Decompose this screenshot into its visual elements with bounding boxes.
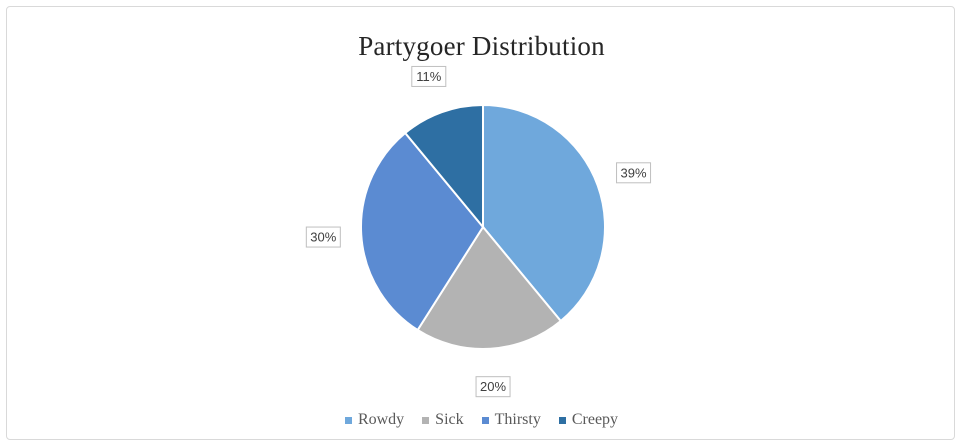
legend-label: Thirsty xyxy=(494,411,541,428)
legend-swatch xyxy=(344,416,352,424)
svg-text:39%: 39% xyxy=(621,165,647,180)
legend-swatch xyxy=(558,416,566,424)
data-label-thirsty: 30% xyxy=(305,226,341,248)
svg-text:20%: 20% xyxy=(480,379,506,394)
legend-swatch xyxy=(481,416,489,424)
data-labels: 39% 20% 30% 11% xyxy=(305,65,652,398)
pie-slice-sick xyxy=(416,225,563,350)
chart-title: Partygoer Distribution xyxy=(358,31,605,61)
data-label-sick: 20% xyxy=(475,376,511,398)
legend-label: Creepy xyxy=(571,411,619,428)
pie-slice-rowdy xyxy=(482,103,606,323)
pie-chart: 39% 20% 30% 11% xyxy=(305,65,652,398)
legend-item-sick: Sick xyxy=(422,411,464,429)
pie-slice-creepy xyxy=(403,103,484,230)
chart-frame: Partygoer Distribution 39% 20% 30% 11% Rowd… xyxy=(6,6,955,440)
legend-label: Sick xyxy=(435,411,464,428)
pie-slices xyxy=(360,103,606,350)
data-label-creepy: 11% xyxy=(411,65,447,87)
legend-swatch xyxy=(422,416,430,424)
legend-item-rowdy: Rowdy xyxy=(344,411,405,429)
pie-slice-thirsty xyxy=(360,131,485,332)
data-label-rowdy: 39% xyxy=(616,162,652,184)
legend-label: Rowdy xyxy=(357,411,405,428)
legend-item-thirsty: Thirsty xyxy=(481,411,541,429)
svg-text:11%: 11% xyxy=(416,69,441,84)
legend-item-creepy: Creepy xyxy=(558,411,619,429)
legend: Rowdy Sick Thirsty Creepy xyxy=(7,411,956,429)
svg-text:30%: 30% xyxy=(310,230,336,245)
